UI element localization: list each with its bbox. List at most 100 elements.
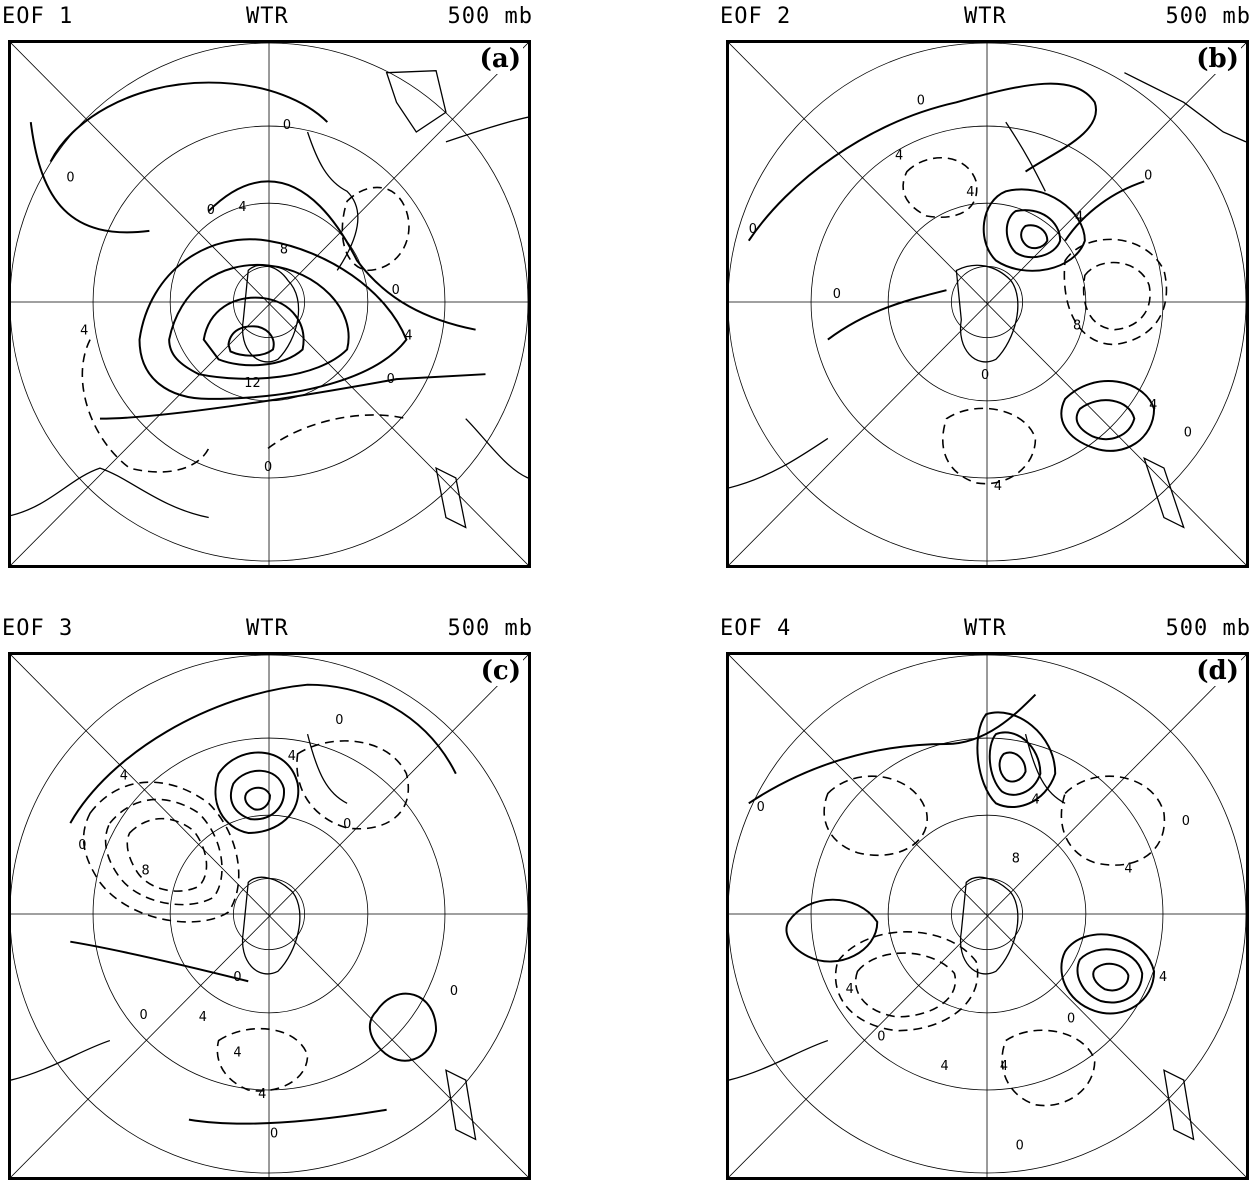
contour-label: 4 [941,1059,949,1074]
contour-label: 0 [981,368,989,383]
contour-label: 4 [994,479,1002,494]
panel-header: EOF 2 WTR 500 mb [718,0,1253,36]
contour-label: 4 [1075,210,1083,225]
contour-label: 0 [78,838,86,853]
contour-label: 0 [1067,1012,1075,1027]
contour-label: 0 [66,170,74,185]
contour-label: 4 [233,1045,241,1060]
contour-label: 0 [270,1126,278,1141]
contour-label: 8 [280,243,288,258]
contour-label: 0 [207,203,215,218]
level-label: 500 mb [1165,616,1251,641]
positive-contours [748,693,1156,1015]
level-label: 500 mb [1165,4,1251,29]
contour-labels: 0 0 0 4 4 4 8 0 0 4 4 0 [749,93,1192,494]
contour-label: 0 [749,222,757,237]
map-grid [11,655,528,1177]
polar-map: 0 4 8 0 0 4 0 0 4 4 0 0 4 [8,652,531,1180]
panel-label: (a) [477,44,523,74]
eof-title: EOF 2 [720,4,792,29]
map-svg: 0 0 0 4 4 8 12 0 0 0 4 [11,43,528,565]
contour-label: 0 [1182,814,1190,829]
season-label: WTR [246,616,289,641]
contour-label: 8 [1012,852,1020,867]
contour-label: 0 [335,713,343,728]
contour-label: 0 [343,817,351,832]
polar-map: 0 0 0 4 4 4 8 0 0 4 4 0 [726,40,1249,568]
contour-label: 0 [757,800,765,815]
contour-label: 4 [404,329,412,344]
negative-contours [823,775,1166,1107]
negative-contours [82,740,409,1092]
contour-label: 0 [1144,168,1152,183]
positive-contours [29,81,486,420]
contour-label: 4 [199,1010,207,1025]
contour-label: 0 [264,460,272,475]
panel-b: EOF 2 WTR 500 mb [718,0,1253,570]
contour-label: 0 [1016,1138,1024,1153]
panel-d: EOF 4 WTR 500 mb [718,612,1253,1182]
map-svg: 0 0 4 4 8 4 4 0 0 4 0 4 [729,655,1246,1177]
map-svg: 0 0 0 4 4 4 8 0 0 4 4 0 [729,43,1246,565]
contour-label: 0 [917,93,925,108]
contour-labels: 0 4 8 0 0 4 0 0 4 4 0 0 4 [78,713,458,1141]
negative-contours [81,186,410,473]
contour-label: 4 [1159,970,1167,985]
contour-label: 4 [1149,398,1157,413]
contour-label: 0 [140,1008,148,1023]
positive-contours [747,82,1156,452]
season-label: WTR [964,4,1007,29]
contour-label: 4 [1031,792,1039,807]
contour-label: 4 [1124,862,1132,877]
level-label: 500 mb [447,4,533,29]
contour-label: 8 [141,863,149,878]
contour-label: 4 [1000,1059,1008,1074]
season-label: WTR [964,616,1007,641]
eof-title: EOF 4 [720,616,792,641]
map-grid [729,43,1246,565]
panel-a: EOF 1 WTR 500 mb [0,0,535,570]
level-label: 500 mb [447,616,533,641]
season-label: WTR [246,4,289,29]
coastlines [729,72,1246,529]
contour-label: 4 [238,200,246,215]
polar-map: 0 0 4 4 8 4 4 0 0 4 0 4 [726,652,1249,1180]
panel-header: EOF 3 WTR 500 mb [0,612,535,648]
contour-label: 4 [288,749,296,764]
panel-label: (b) [1194,44,1241,74]
contour-label: 0 [1184,425,1192,440]
panel-label: (d) [1194,656,1241,686]
map-grid [729,655,1246,1177]
negative-contours [902,157,1168,485]
panel-label: (c) [478,656,523,686]
contour-label: 0 [283,118,291,133]
panel-header: EOF 4 WTR 500 mb [718,612,1253,648]
contour-label: 0 [833,287,841,302]
contour-label: 4 [895,149,903,164]
contour-label: 4 [80,324,88,339]
contour-label: 0 [877,1030,885,1045]
panel-header: EOF 1 WTR 500 mb [0,0,535,36]
contour-label: 0 [387,372,395,387]
contour-label: 8 [1073,319,1081,334]
coastlines [11,733,477,1141]
contour-labels: 0 0 0 4 4 8 12 0 0 0 4 [66,118,412,475]
contour-label: 4 [966,185,974,200]
eof-title: EOF 1 [2,4,74,29]
eof-title: EOF 3 [2,616,74,641]
contour-label: 4 [846,982,854,997]
map-grid [11,43,528,565]
contour-label: 4 [120,769,128,784]
panel-c: EOF 3 WTR 500 mb [0,612,535,1182]
positive-contours [69,683,457,1125]
contour-label: 0 [450,984,458,999]
coastlines [11,70,528,529]
coastlines [729,733,1195,1141]
contour-label: 0 [392,283,400,298]
map-svg: 0 4 8 0 0 4 0 0 4 4 0 0 4 [11,655,528,1177]
contour-label: 4 [258,1087,266,1102]
contour-label: 0 [233,970,241,985]
polar-map: 0 0 0 4 4 8 12 0 0 0 4 [8,40,531,568]
contour-labels: 0 0 4 4 8 4 4 0 0 4 0 4 [757,792,1190,1153]
contour-label: 12 [244,376,260,391]
